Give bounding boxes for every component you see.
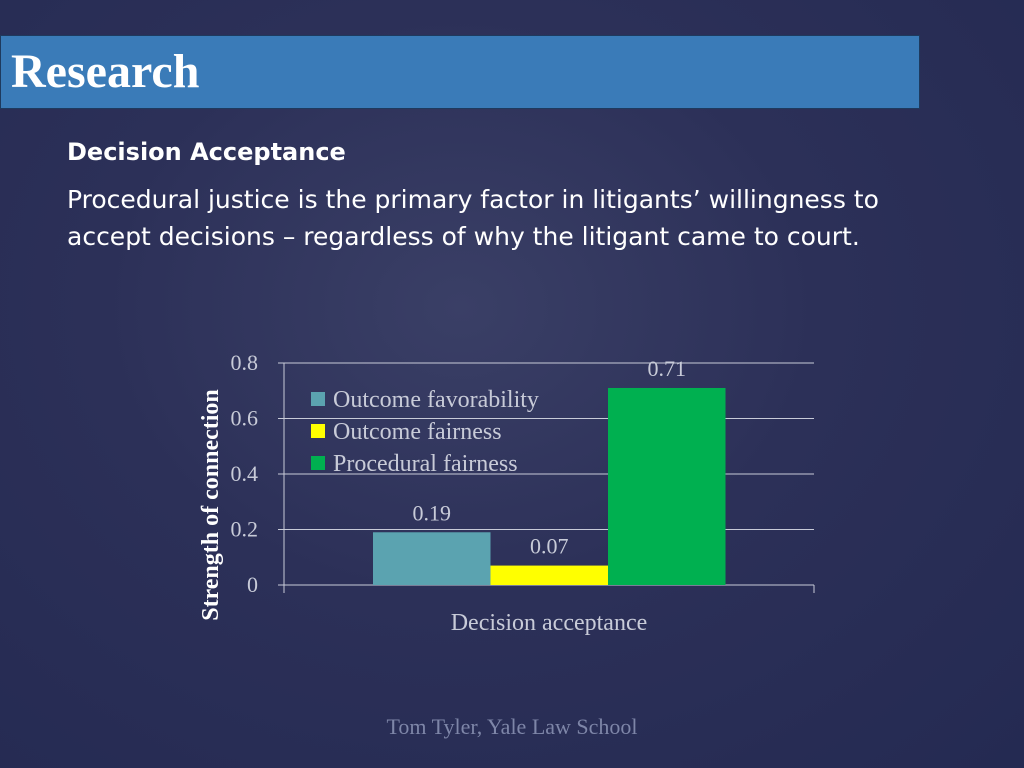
x-category-label: Decision acceptance <box>451 610 648 636</box>
footer-credit: Tom Tyler, Yale Law School <box>386 714 638 739</box>
legend-label: Procedural fairness <box>333 451 518 477</box>
legend-label: Outcome favorability <box>333 387 539 413</box>
y-axis-title: Strength of connection <box>198 389 224 621</box>
y-tick-label: 0.8 <box>231 350 259 375</box>
y-tick-label: 0 <box>247 572 258 597</box>
subheading: Decision Acceptance <box>67 138 346 166</box>
legend-swatch <box>311 424 325 438</box>
data-label: 0.07 <box>530 534 569 559</box>
title-bar: Research <box>0 35 920 109</box>
bar-0 <box>373 532 491 585</box>
bar-2 <box>608 387 726 585</box>
legend-swatch <box>311 392 325 406</box>
body-text: Procedural justice is the primary factor… <box>67 185 879 251</box>
y-tick-label: 0.2 <box>231 517 259 542</box>
y-tick-label: 0.6 <box>231 406 259 431</box>
slide-title: Research <box>11 45 200 98</box>
data-label: 0.71 <box>648 356 687 381</box>
y-tick-label: 0.4 <box>231 461 259 486</box>
data-label: 0.19 <box>413 500 452 525</box>
bar-1 <box>490 565 608 585</box>
legend-label: Outcome fairness <box>333 419 502 445</box>
legend-swatch <box>311 456 325 470</box>
